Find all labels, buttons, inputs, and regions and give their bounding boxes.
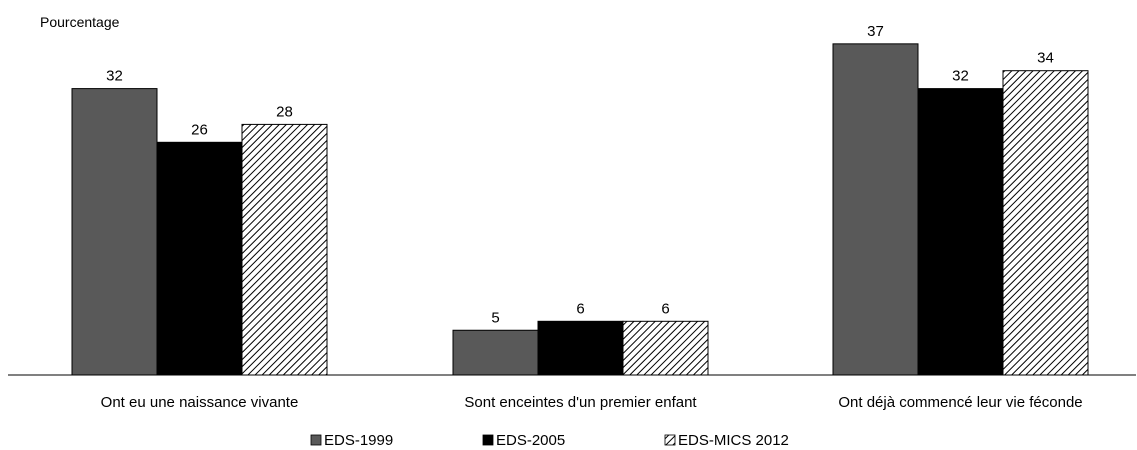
category-label: Sont enceintes d'un premier enfant (464, 394, 697, 411)
value-label: 6 (661, 300, 669, 317)
bar-3-1 (832, 43, 919, 376)
value-label: 5 (491, 309, 499, 326)
value-label: 6 (576, 300, 584, 317)
bars-group (71, 43, 1089, 376)
value-labels-group: 32 26 28 5 6 6 37 32 34 (106, 23, 1054, 326)
bar-2-3 (622, 320, 709, 376)
value-label: 34 (1037, 50, 1054, 67)
value-label: 32 (952, 68, 969, 85)
legend-label: EDS-1999 (324, 432, 393, 449)
value-label: 37 (867, 23, 884, 40)
legend-swatch (310, 434, 322, 446)
legend-swatch (482, 434, 494, 446)
y-axis-label: Pourcentage (40, 14, 120, 30)
value-label: 26 (191, 121, 208, 138)
bar-1-2 (156, 141, 243, 376)
bar-1-3 (241, 123, 328, 376)
category-label: Ont déjà commencé leur vie féconde (838, 394, 1082, 411)
value-label: 28 (276, 103, 293, 120)
legend-label: EDS-MICS 2012 (678, 432, 789, 449)
bar-1-1 (71, 88, 158, 376)
bar-3-2 (917, 88, 1004, 376)
legend-swatch (664, 434, 676, 446)
category-labels-group: Ont eu une naissance vivante Sont enceint… (101, 394, 1083, 411)
bar-3-3 (1002, 70, 1089, 376)
bar-2-2 (537, 320, 624, 376)
legend: EDS-1999 EDS-2005 EDS-MICS 2012 (310, 432, 789, 449)
category-label: Ont eu une naissance vivante (101, 394, 299, 411)
bar-2-1 (452, 329, 539, 376)
value-label: 32 (106, 68, 123, 85)
legend-label: EDS-2005 (496, 432, 565, 449)
